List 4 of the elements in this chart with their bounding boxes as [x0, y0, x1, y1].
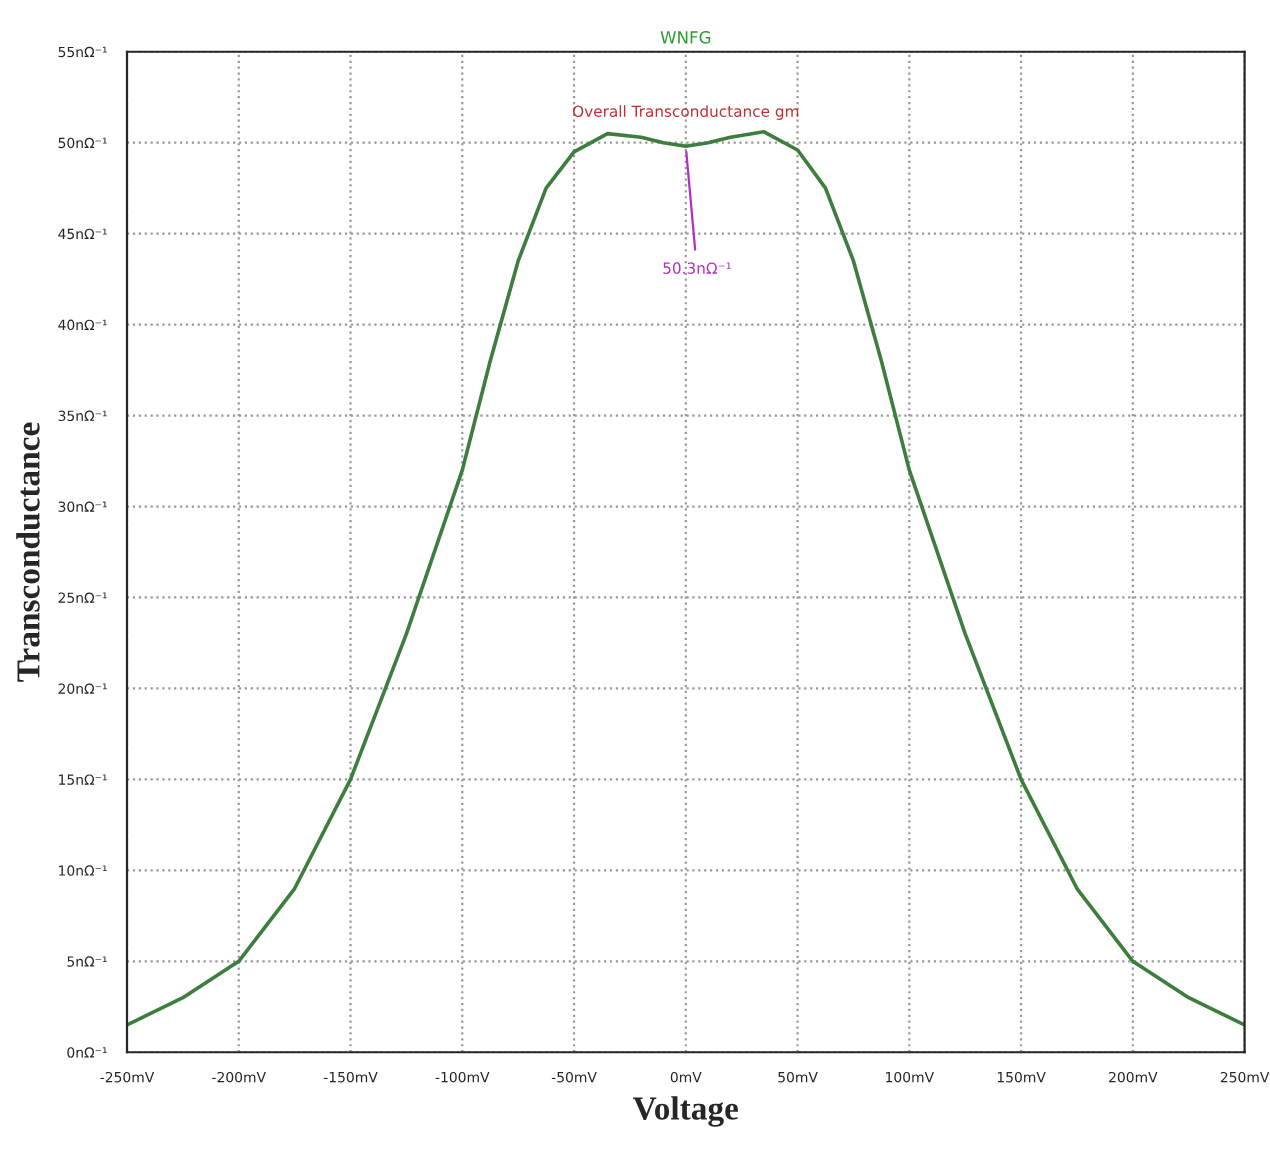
- x-axis-title: Voltage: [633, 1096, 739, 1127]
- y-axis-title: Transconductance: [16, 422, 40, 682]
- chart-title: WNFG: [660, 31, 711, 44]
- line-series: [127, 129, 1245, 1027]
